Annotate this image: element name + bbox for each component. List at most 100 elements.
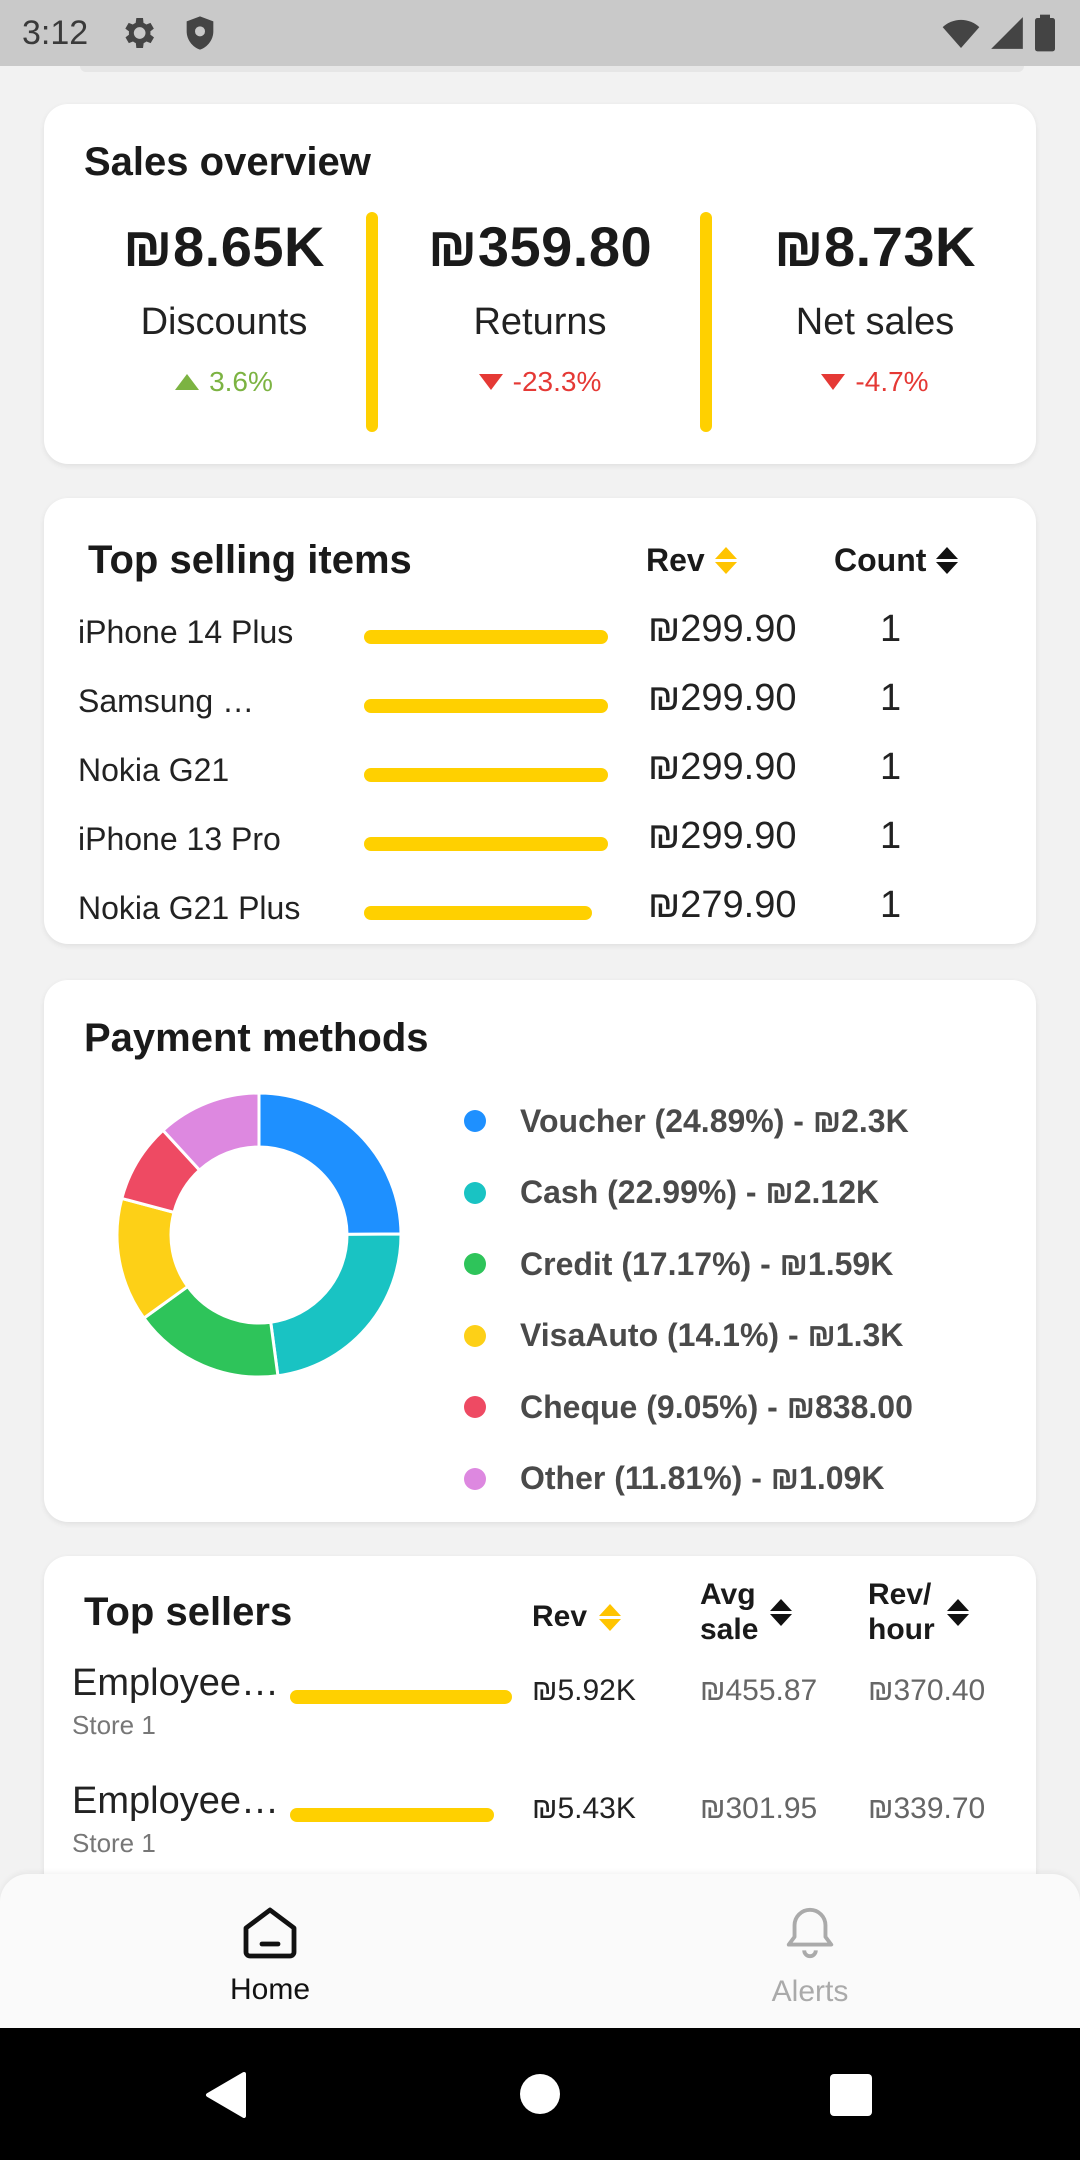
table-row[interactable]: Nokia G21 Plus ₪279.90 1	[44, 880, 1036, 940]
donut-slice[interactable]	[160, 1091, 261, 1173]
sort-rev-header[interactable]: Rev	[532, 1600, 622, 1635]
metric-returns[interactable]: ₪359.80 Returns -23.3%	[385, 214, 695, 398]
table-row[interactable]: Employee… Store 1 ₪5.43K ₪301.95 ₪339.70	[44, 1780, 1036, 1870]
legend-item: Other (11.81%) - ₪1.09K	[464, 1454, 884, 1504]
table-row[interactable]: Samsung … ₪299.90 1	[44, 673, 1036, 733]
legend-label: Cash (22.99%) - ₪2.12K	[520, 1174, 880, 1210]
metric-label: Net sales	[795, 301, 955, 343]
column-label: Rev	[646, 542, 705, 578]
system-navigation-bar	[0, 2028, 1080, 2160]
legend-dot	[464, 1253, 486, 1275]
metric-change-value: -23.3%	[512, 366, 602, 397]
item-revenue-bar	[364, 837, 608, 851]
recents-icon[interactable]	[830, 2074, 872, 2116]
metric-change-value: -4.7%	[855, 366, 929, 397]
payment-donut-chart	[115, 1091, 403, 1379]
legend-item: Cash (22.99%) - ₪2.12K	[464, 1168, 879, 1218]
battery-icon	[1035, 14, 1055, 52]
back-icon[interactable]	[204, 2072, 248, 2118]
seller-avg-sale: ₪455.87	[700, 1674, 818, 1707]
item-count: 1	[880, 884, 902, 926]
legend-label: Other (11.81%) - ₪1.09K	[520, 1460, 885, 1496]
metric-change: -4.7%	[720, 366, 1030, 398]
home-icon	[243, 1907, 297, 1959]
bottom-navigation: Home Alerts	[0, 1874, 1080, 2028]
metric-discounts[interactable]: ₪8.65K Discounts 3.6%	[69, 214, 379, 398]
sort-rev-header[interactable]: Rev	[646, 542, 737, 579]
sort-avg-sale-header[interactable]: Avg sale	[700, 1578, 793, 1647]
sort-rev-hour-header[interactable]: Rev/hour	[868, 1578, 969, 1647]
item-count: 1	[880, 677, 902, 719]
metric-net-sales[interactable]: ₪8.73K Net sales -4.7%	[720, 214, 1030, 398]
column-label-line: Avg	[700, 1578, 756, 1611]
item-revenue: ₪299.90	[648, 746, 797, 788]
seller-name: Employee…	[72, 1662, 279, 1704]
item-name: Nokia G21 Plus	[78, 890, 301, 926]
metric-value: ₪8.73K	[774, 215, 976, 278]
sheet-edge	[80, 66, 1024, 72]
seller-revenue-bar	[290, 1690, 512, 1704]
payment-methods-title: Payment methods	[84, 1016, 429, 1060]
nav-label: Home	[229, 1973, 311, 2006]
seller-revenue: ₪5.43K	[532, 1792, 636, 1825]
item-revenue-bar	[364, 768, 608, 782]
donut-slice[interactable]	[257, 1091, 403, 1236]
divider	[700, 212, 712, 432]
metric-change-value: 3.6%	[209, 366, 273, 397]
legend-label: VisaAuto (14.1%) - ₪1.3K	[520, 1317, 904, 1353]
legend-dot	[464, 1324, 486, 1347]
legend-dot	[464, 1110, 486, 1132]
top-selling-card: Top selling items Rev Count iPhone 14 Pl…	[44, 498, 1036, 944]
seller-store: Store 1	[72, 1710, 156, 1740]
nav-label: Alerts	[771, 1975, 849, 2008]
nav-alerts[interactable]: Alerts	[710, 1904, 910, 2009]
top-sellers-title: Top sellers	[84, 1590, 293, 1634]
legend-item: Credit (17.17%) - ₪1.59K	[464, 1239, 893, 1289]
status-bar: 3:12	[0, 0, 1080, 66]
legend-dot	[464, 1396, 486, 1418]
sort-count-header[interactable]: Count	[834, 542, 959, 579]
item-name: iPhone 14 Plus	[78, 614, 294, 650]
column-label: Rev	[532, 1600, 588, 1633]
item-revenue-bar	[364, 906, 592, 920]
sort-icon	[936, 547, 959, 574]
legend-dot	[464, 1181, 486, 1204]
top-sellers-card: Top sellers Rev Avg sale Rev/hour Employe…	[44, 1556, 1036, 1936]
nav-home[interactable]: Home	[170, 1904, 370, 2007]
signal-icon	[991, 17, 1023, 49]
column-label: Rev/hour	[868, 1578, 935, 1647]
legend-label: Credit (17.17%) - ₪1.59K	[520, 1245, 894, 1282]
item-count: 1	[880, 746, 902, 788]
table-row[interactable]: Nokia G21 ₪299.90 1	[44, 742, 1036, 802]
bell-icon	[786, 1907, 834, 1959]
table-row[interactable]: iPhone 14 Plus ₪299.90 1	[44, 604, 1036, 664]
seller-store: Store 1	[72, 1828, 156, 1858]
legend-dot	[464, 1467, 486, 1490]
seller-name: Employee…	[72, 1780, 279, 1822]
seller-rev-per-hour: ₪370.40	[868, 1674, 986, 1707]
metric-change: 3.6%	[69, 366, 379, 398]
seller-revenue: ₪5.92K	[532, 1674, 636, 1707]
column-label: Avg sale	[700, 1578, 758, 1647]
home-circle-icon[interactable]	[518, 2072, 562, 2116]
sales-overview-title: Sales overview	[84, 140, 371, 184]
metric-label: Returns	[473, 301, 607, 343]
item-revenue-bar	[364, 699, 608, 713]
sort-icon	[946, 1599, 969, 1626]
sales-overview-card: Sales overview ₪8.65K Discounts 3.6% ₪35…	[44, 104, 1036, 464]
item-count: 1	[880, 815, 902, 857]
wifi-icon	[942, 19, 980, 48]
table-row[interactable]: Employee… Store 1 ₪5.92K ₪455.87 ₪370.40	[44, 1662, 1036, 1752]
item-revenue-bar	[364, 630, 608, 644]
seller-rev-per-hour: ₪339.70	[868, 1792, 986, 1825]
legend-label: Cheque (9.05%) - ₪838.00	[520, 1388, 913, 1425]
item-revenue: ₪279.90	[648, 884, 797, 926]
payment-methods-card: Payment methods Voucher (24.89%) - ₪2.3K…	[44, 980, 1036, 1522]
donut-slice[interactable]	[269, 1232, 403, 1378]
table-row[interactable]: iPhone 13 Pro ₪299.90 1	[44, 811, 1036, 871]
legend-item: Voucher (24.89%) - ₪2.3K	[464, 1096, 909, 1146]
item-name: Samsung …	[78, 683, 255, 719]
sort-icon	[770, 1599, 793, 1626]
seller-revenue-bar	[290, 1808, 494, 1822]
gear-icon	[125, 18, 155, 48]
